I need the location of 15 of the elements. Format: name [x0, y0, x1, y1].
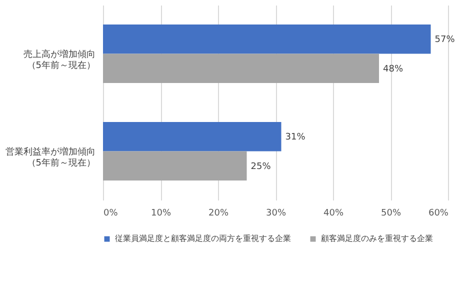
- x-tick-label: 60%: [428, 208, 449, 218]
- legend-label: 従業員満足度と顧客満足度の両方を重視する企業: [115, 234, 291, 243]
- x-tick-label: 40%: [323, 208, 344, 218]
- data-label: 57%: [434, 35, 456, 46]
- x-tick-label: 10%: [150, 208, 172, 218]
- legend-label: 顧客満足度のみを重視する企業: [321, 234, 433, 243]
- y-tick-label: 売上高が増加傾向（5年前～現在）: [24, 48, 96, 71]
- x-tick-label: 20%: [208, 208, 229, 218]
- x-tick-label: 50%: [380, 208, 402, 218]
- x-tick-label: 0%: [104, 208, 118, 218]
- data-label: 31%: [285, 132, 306, 143]
- x-tick-label: 30%: [266, 208, 286, 218]
- y-tick-label: 営業利益率が増加傾向（5年前～現在）: [6, 146, 96, 168]
- data-label: 48%: [383, 64, 404, 74]
- data-label: 25%: [250, 162, 272, 172]
